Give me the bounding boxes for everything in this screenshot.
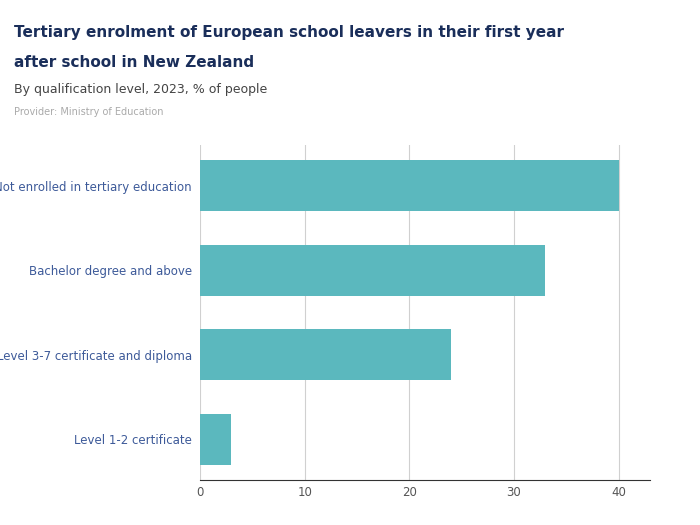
Bar bbox=[200, 245, 545, 296]
Text: By qualification level, 2023, % of people: By qualification level, 2023, % of peopl… bbox=[14, 83, 267, 96]
Text: after school in New Zealand: after school in New Zealand bbox=[14, 55, 254, 70]
Bar bbox=[200, 329, 452, 380]
Text: Provider: Ministry of Education: Provider: Ministry of Education bbox=[14, 107, 164, 117]
Bar bbox=[200, 414, 232, 465]
Text: figure.nz: figure.nz bbox=[574, 16, 651, 30]
Text: Tertiary enrolment of European school leavers in their first year: Tertiary enrolment of European school le… bbox=[14, 25, 564, 40]
Bar bbox=[200, 160, 619, 211]
